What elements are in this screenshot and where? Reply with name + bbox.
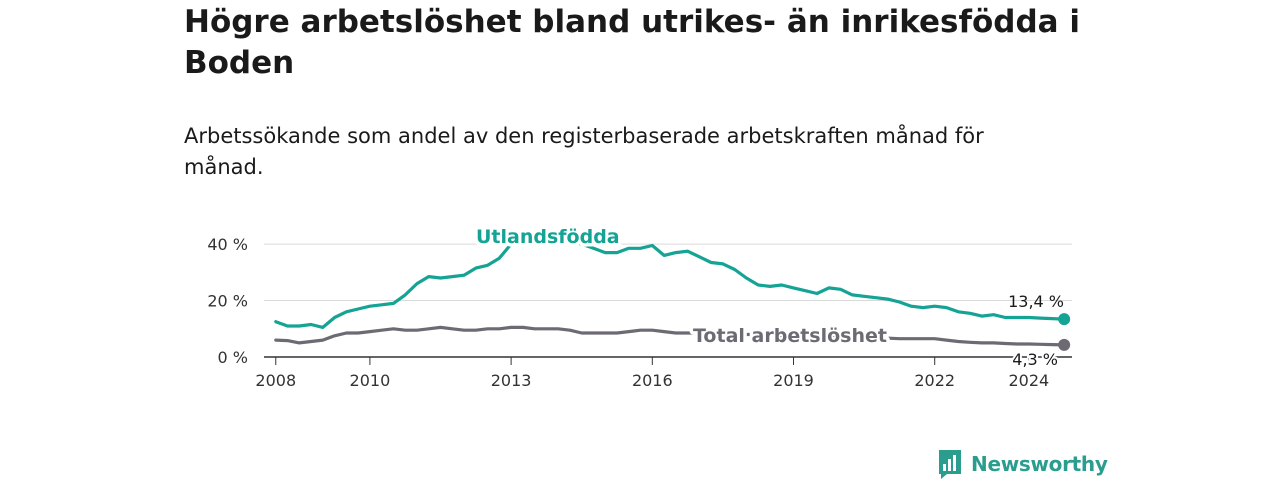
- chart-subtitle: Arbetssökande som andel av den registerb…: [184, 124, 984, 179]
- y-tick-label: 40 %: [207, 235, 248, 254]
- end-point-marker: [1058, 313, 1071, 326]
- series-lines: [274, 231, 1071, 351]
- y-tick-label: 20 %: [207, 292, 248, 311]
- series-label-total: Total arbetslöshet: [693, 325, 887, 347]
- brand-name: Newsworthy: [971, 452, 1108, 476]
- end-value-label-utlandsfodda: 13,4 %: [1008, 292, 1064, 311]
- end-point-marker: [1058, 338, 1071, 351]
- x-tick-label: 2019: [773, 371, 814, 390]
- x-tick-label: 2008: [255, 371, 296, 390]
- series-line-utlandsfodda: [274, 231, 1066, 329]
- newsworthy-logo-icon: [939, 450, 961, 479]
- x-tick-label: 2013: [491, 371, 532, 390]
- series-label-utlandsfodda: Utlandsfödda: [476, 226, 620, 248]
- chart-labels: 0 % 20 % 40 % 2008 2010 2013 2016 2019 2022 2024 U…: [207, 223, 1064, 391]
- x-tick-label: 2016: [632, 371, 673, 390]
- series-line-total: [274, 325, 1066, 347]
- chart-title: Högre arbetslöshet bland utrikes- än inr…: [184, 4, 1080, 81]
- newsworthy-brand: Newsworthy: [937, 447, 1108, 481]
- x-tick-label: 2010: [350, 371, 391, 390]
- y-tick-label: 0 %: [218, 348, 248, 367]
- x-tick-label: 2024: [1008, 371, 1049, 390]
- end-value-label-total: 4,3 %: [1012, 350, 1058, 369]
- x-tick-label: 2022: [914, 371, 955, 390]
